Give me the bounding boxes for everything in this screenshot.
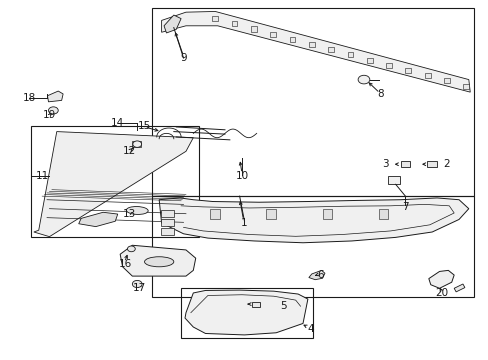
Bar <box>424 73 430 78</box>
Text: 4: 4 <box>306 324 313 334</box>
Bar <box>252 302 260 307</box>
Text: 16: 16 <box>118 259 131 269</box>
Text: 14: 14 <box>111 118 124 128</box>
Polygon shape <box>322 209 331 220</box>
Bar <box>386 63 391 68</box>
Bar <box>327 47 333 52</box>
Text: 5: 5 <box>280 301 286 311</box>
Polygon shape <box>184 290 307 335</box>
Bar <box>400 161 409 167</box>
Text: 13: 13 <box>123 209 136 219</box>
Circle shape <box>132 280 142 288</box>
Polygon shape <box>161 12 469 92</box>
Circle shape <box>357 75 369 84</box>
Bar <box>387 176 399 184</box>
Text: 11: 11 <box>36 171 49 181</box>
Bar <box>181 288 312 338</box>
Bar <box>289 37 295 42</box>
Ellipse shape <box>126 207 148 215</box>
Polygon shape <box>210 209 220 220</box>
Bar <box>405 68 410 73</box>
Bar <box>31 126 199 237</box>
Polygon shape <box>266 209 276 220</box>
Polygon shape <box>428 270 453 288</box>
Circle shape <box>133 141 142 147</box>
Text: 17: 17 <box>133 283 146 293</box>
Text: 15: 15 <box>138 121 151 131</box>
Circle shape <box>48 107 58 114</box>
Polygon shape <box>79 212 118 226</box>
Text: 3: 3 <box>382 159 388 169</box>
Text: 20: 20 <box>434 288 447 298</box>
Text: 2: 2 <box>443 159 449 169</box>
Ellipse shape <box>144 257 173 267</box>
Text: 12: 12 <box>123 146 136 156</box>
Text: 6: 6 <box>316 270 323 280</box>
Bar <box>152 196 473 297</box>
Polygon shape <box>159 198 468 243</box>
Polygon shape <box>160 211 173 217</box>
Text: 8: 8 <box>377 89 384 99</box>
Bar <box>347 53 353 58</box>
Polygon shape <box>453 284 464 292</box>
Polygon shape <box>160 228 173 235</box>
Circle shape <box>127 246 135 252</box>
Bar <box>152 8 473 196</box>
Text: 10: 10 <box>235 171 248 181</box>
Bar <box>250 27 256 32</box>
Bar <box>270 32 276 37</box>
Polygon shape <box>308 270 325 280</box>
Bar <box>308 42 314 47</box>
Text: 9: 9 <box>180 53 186 63</box>
Text: 7: 7 <box>401 202 408 212</box>
Polygon shape <box>120 245 195 276</box>
Polygon shape <box>160 220 173 226</box>
Bar <box>427 161 436 167</box>
Polygon shape <box>47 91 63 102</box>
Polygon shape <box>163 15 181 33</box>
Bar <box>463 84 468 89</box>
Text: 18: 18 <box>22 93 36 103</box>
Bar <box>212 16 218 21</box>
Text: 1: 1 <box>241 218 247 228</box>
Bar <box>443 78 449 84</box>
Bar <box>231 21 237 26</box>
Bar <box>132 141 141 147</box>
Polygon shape <box>378 209 387 220</box>
Text: 19: 19 <box>43 111 56 121</box>
Bar <box>366 58 372 63</box>
Polygon shape <box>34 132 193 237</box>
